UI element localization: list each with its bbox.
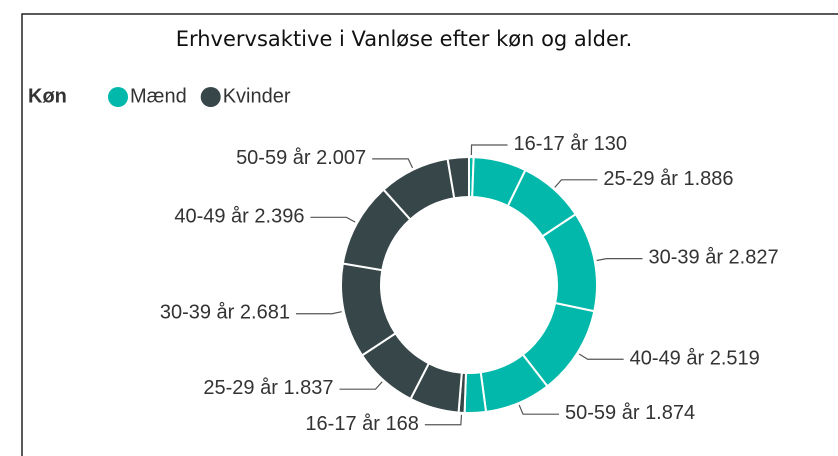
data-label: 30-39 år 2.827 [648, 247, 778, 269]
legend-label: Kvinder [223, 85, 291, 107]
legend-swatch [108, 87, 128, 107]
data-label-value: 168 [385, 413, 418, 435]
leader-line [295, 311, 342, 315]
leader-line [578, 353, 624, 360]
leader-line [310, 216, 356, 223]
data-label-value: 2.681 [240, 302, 290, 324]
donut-slice [446, 155, 470, 200]
legend-title: Køn [28, 85, 67, 107]
data-label: 30-39 år 2.681 [160, 302, 290, 324]
leader-line [470, 144, 508, 156]
data-label-value: 2.007 [316, 147, 366, 169]
data-label-value: 1.886 [683, 168, 733, 190]
data-label-category: 25-29 år [203, 377, 278, 399]
data-label-category: 16-17 år [514, 133, 589, 155]
data-label-value: 1.874 [645, 402, 695, 424]
data-label-category: 40-49 år [174, 206, 249, 228]
data-label-category: 16-17 år [305, 413, 380, 435]
data-label-category: 50-59 år [565, 402, 640, 424]
data-label: 50-59 år 1.874 [565, 402, 695, 424]
frame [21, 13, 838, 456]
data-label: 40-49 år 2.519 [630, 348, 760, 370]
leader-line [554, 179, 598, 188]
data-label-category: 50-59 år [236, 147, 311, 169]
chart-title: Erhvervsaktive i Vanløse efter køn og al… [176, 27, 633, 51]
data-label-value: 2.519 [710, 348, 760, 370]
legend-label: Mænd [130, 85, 187, 107]
data-label-category: 30-39 år [160, 302, 235, 324]
data-label: 40-49 år 2.396 [174, 206, 304, 228]
data-label: 16-17 år 168 [305, 413, 418, 435]
leader-line [372, 158, 414, 169]
leader-line [339, 381, 383, 390]
data-label-value: 130 [594, 133, 627, 155]
leader-line [596, 258, 643, 262]
data-label: 25-29 år 1.837 [203, 377, 333, 399]
data-label: 25-29 år 1.886 [603, 168, 733, 190]
leader-line [518, 404, 560, 415]
data-label: 50-59 år 2.007 [236, 147, 366, 169]
data-label-value: 1.837 [283, 377, 333, 399]
data-label-value: 2.827 [729, 247, 779, 269]
data-label-value: 2.396 [254, 206, 304, 228]
data-label-category: 40-49 år [630, 348, 705, 370]
data-label-category: 30-39 år [648, 247, 723, 269]
legend-swatch [200, 87, 221, 107]
leader-line [424, 414, 463, 426]
data-label: 16-17 år 130 [514, 133, 627, 155]
data-label-category: 25-29 år [603, 168, 678, 190]
